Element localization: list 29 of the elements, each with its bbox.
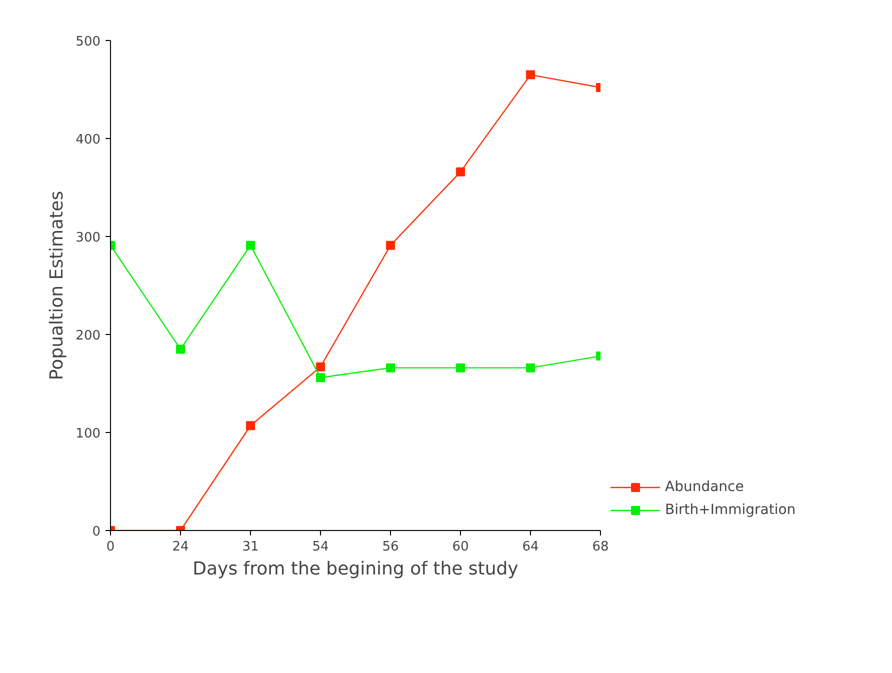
x-tick-label: 64 bbox=[522, 540, 539, 554]
x-tick-label: 56 bbox=[382, 540, 399, 554]
point bbox=[456, 363, 465, 372]
x-axis-title: Days from the begining of the study bbox=[192, 558, 519, 580]
y-tick-label: 400 bbox=[76, 132, 101, 148]
x-tick-label: 54 bbox=[312, 540, 329, 554]
point bbox=[316, 362, 325, 372]
legend-label: Birth+Immigration bbox=[665, 502, 796, 518]
point bbox=[386, 240, 395, 250]
point bbox=[526, 363, 535, 372]
y-tick-label: 200 bbox=[76, 328, 101, 344]
y-tick-label: 0 bbox=[92, 524, 101, 540]
x-tick-label: 31 bbox=[242, 540, 259, 554]
y-axis-title: Popualtion Estimates bbox=[46, 190, 68, 380]
point bbox=[456, 167, 465, 176]
point bbox=[246, 421, 255, 430]
point bbox=[246, 240, 255, 250]
y-tick-label: 300 bbox=[76, 230, 101, 246]
x-tick-label: 0 bbox=[106, 540, 115, 554]
point bbox=[316, 373, 325, 382]
point bbox=[176, 344, 185, 354]
point bbox=[386, 363, 395, 372]
x-tick-label: 60 bbox=[452, 540, 469, 554]
y-tick-label: 500 bbox=[76, 34, 101, 50]
legend-label: Abundance bbox=[665, 479, 744, 495]
x-tick-label: 24 bbox=[172, 540, 189, 554]
y-tick-label: 100 bbox=[76, 426, 101, 442]
point bbox=[526, 70, 535, 80]
x-tick-label: 68 bbox=[592, 540, 609, 554]
